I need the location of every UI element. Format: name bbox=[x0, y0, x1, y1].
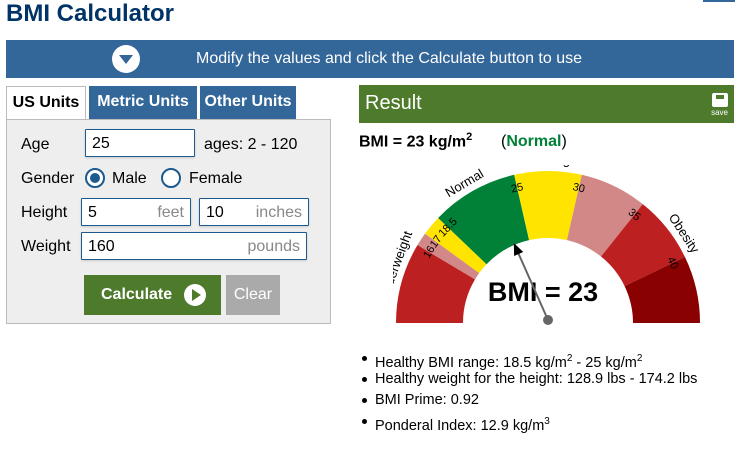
stat-weight-text: Healthy weight for the height: 128.9 lbs… bbox=[375, 371, 698, 387]
height-inches-input[interactable]: 10 inches bbox=[199, 198, 309, 226]
pounds-unit: pounds bbox=[247, 238, 301, 255]
gauge-category-label: Overweight bbox=[515, 165, 581, 167]
age-value: 25 bbox=[92, 135, 110, 152]
needle-pivot bbox=[543, 315, 553, 325]
weight-label: Weight bbox=[21, 238, 71, 255]
band-severe-thinness bbox=[396, 245, 476, 323]
stat-healthy-bmi-range: Healthy BMI range: 18.5 kg/m2 - 25 kg/m2 bbox=[360, 348, 697, 371]
gender-female-label[interactable]: Female bbox=[189, 170, 243, 187]
band-obese-3 bbox=[624, 257, 700, 323]
calculate-button[interactable]: Calculate bbox=[84, 275, 221, 315]
gauge-tick-label: 30 bbox=[571, 181, 586, 195]
gender-male-radio[interactable] bbox=[85, 168, 105, 188]
page-title: BMI Calculator bbox=[6, 0, 175, 27]
band-normal bbox=[438, 174, 530, 265]
save-icon[interactable] bbox=[712, 93, 728, 107]
bmi-result: BMI = 23 kg/m2 bbox=[359, 131, 472, 151]
gauge-needle bbox=[512, 242, 553, 325]
gender-female-radio[interactable] bbox=[161, 168, 181, 188]
height-feet-value: 5 bbox=[88, 204, 97, 221]
gauge-tick-label: 16 bbox=[421, 244, 438, 261]
result-stats: Healthy BMI range: 18.5 kg/m2 - 25 kg/m2… bbox=[360, 348, 697, 434]
needle-arrowhead bbox=[513, 243, 524, 256]
play-icon bbox=[184, 284, 206, 306]
gauge-tick-label: 40 bbox=[664, 255, 680, 271]
banner-text: Modify the values and click the Calculat… bbox=[196, 50, 582, 67]
bmi-form: Age 25 ages: 2 - 120 Gender Male Female … bbox=[6, 119, 331, 324]
tab-us-units[interactable]: US Units bbox=[6, 86, 86, 120]
top-right-divider bbox=[703, 0, 735, 2]
gauge-tick-label: 35 bbox=[626, 207, 643, 224]
height-feet-input[interactable]: 5 feet bbox=[81, 198, 191, 226]
instructions-banner[interactable]: Modify the values and click the Calculat… bbox=[6, 40, 734, 78]
clear-button[interactable]: Clear bbox=[226, 275, 280, 315]
stat-ponderal-exp: 3 bbox=[544, 416, 550, 427]
gauge-tick-label: 25 bbox=[510, 181, 525, 195]
age-input[interactable]: 25 bbox=[85, 129, 195, 157]
category-close-paren: ) bbox=[561, 133, 567, 150]
weight-input[interactable]: 160 pounds bbox=[81, 232, 307, 260]
tab-metric-units[interactable]: Metric Units bbox=[89, 86, 197, 120]
bmi-unit-exponent: 2 bbox=[466, 131, 473, 143]
category-open-paren: ( bbox=[501, 133, 507, 150]
chevron-down-circle-icon[interactable] bbox=[112, 45, 140, 73]
gauge-bands bbox=[396, 171, 700, 323]
tab-other-units[interactable]: Other Units bbox=[200, 86, 296, 120]
inches-unit: inches bbox=[255, 204, 302, 221]
stat-range-tail: - 25 kg/m bbox=[572, 354, 637, 371]
age-hint: ages: 2 - 120 bbox=[204, 136, 298, 153]
gender-male-label[interactable]: Male bbox=[112, 170, 147, 187]
category-value: Normal bbox=[506, 133, 562, 150]
calculate-label: Calculate bbox=[101, 286, 173, 303]
needle-line bbox=[512, 242, 549, 321]
gender-label: Gender bbox=[21, 170, 75, 187]
stat-ponderal-index: Ponderal Index: 12.9 kg/m3 bbox=[360, 411, 697, 434]
stat-bmi-prime: BMI Prime: 0.92 bbox=[360, 390, 697, 411]
band-mild-thinness bbox=[425, 217, 487, 274]
stat-range-text: Healthy BMI range: 18.5 kg/m bbox=[375, 354, 567, 371]
band-obese-1 bbox=[566, 174, 643, 257]
bmi-result-text: BMI = 23 kg/m bbox=[359, 133, 467, 151]
stat-range-exp: 2 bbox=[566, 353, 573, 364]
result-header: Result save bbox=[359, 85, 734, 123]
feet-unit: feet bbox=[157, 204, 184, 221]
height-inches-value: 10 bbox=[206, 204, 224, 221]
gauge-tick-label: 17 bbox=[428, 233, 445, 250]
result-title: Result bbox=[365, 92, 422, 114]
gauge-center-label: BMI = 23 bbox=[488, 277, 598, 307]
save-label[interactable]: save bbox=[711, 108, 728, 117]
band-moderate-thinness bbox=[417, 233, 480, 280]
band-overweight bbox=[514, 171, 582, 241]
age-label: Age bbox=[21, 136, 50, 153]
stat-prime-text: BMI Prime: 0.92 bbox=[375, 392, 479, 408]
stat-healthy-weight: Healthy weight for the height: 128.9 lbs… bbox=[360, 369, 697, 390]
stat-ponderal-text: Ponderal Index: 12.9 kg/m bbox=[375, 417, 545, 434]
bmi-category: (Normal) bbox=[501, 133, 567, 151]
band-obese-2 bbox=[600, 204, 685, 287]
height-label: Height bbox=[21, 204, 68, 221]
weight-value: 160 bbox=[88, 238, 115, 255]
stat-range-exp2: 2 bbox=[636, 353, 643, 364]
